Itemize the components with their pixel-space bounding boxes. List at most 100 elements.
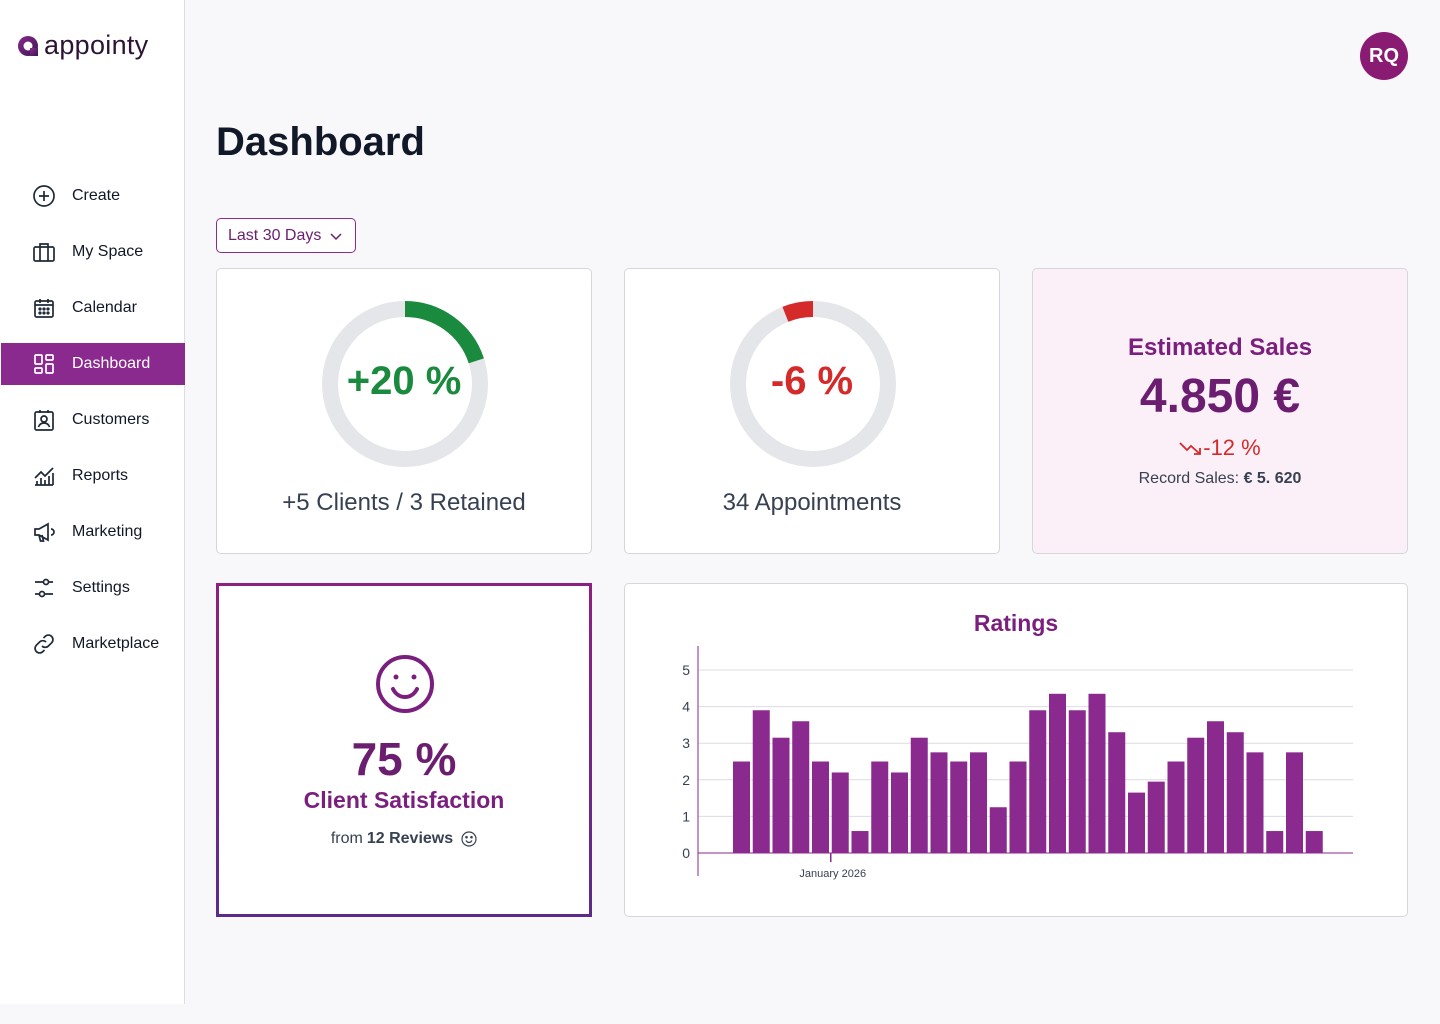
rating-bar bbox=[772, 737, 790, 853]
donut-arc bbox=[782, 301, 814, 322]
sidebar-item-marketing[interactable]: Marketing bbox=[0, 511, 185, 553]
satisfaction-card: 75 % Client Satisfaction from 12 Reviews bbox=[216, 583, 592, 917]
trend-down-icon bbox=[1179, 442, 1202, 455]
x-tick-label: January 2026 bbox=[799, 868, 866, 880]
plus-circle-icon bbox=[32, 184, 56, 208]
rating-bar bbox=[752, 710, 770, 853]
sidebar: appointy Create My Space Calendar Dashbo… bbox=[0, 0, 185, 1004]
link-icon bbox=[32, 632, 56, 656]
appointments-card: -6 % 34 Appointments bbox=[624, 268, 1000, 554]
rating-bar bbox=[1068, 710, 1086, 853]
app-name: appointy bbox=[44, 30, 149, 60]
clients-caption: +5 Clients / 3 Retained bbox=[282, 489, 526, 516]
sidebar-nav: Create My Space Calendar Dashboard Custo… bbox=[0, 175, 185, 679]
reviews-count: 12 Reviews bbox=[366, 830, 454, 847]
y-tick-label: 3 bbox=[682, 735, 690, 751]
sales-title: Estimated Sales bbox=[1127, 334, 1313, 361]
rating-bar bbox=[812, 761, 829, 853]
sales-record: Record Sales: € 5. 620 bbox=[1033, 470, 1407, 488]
rating-bar bbox=[1088, 693, 1106, 853]
clients-card: +20 % +5 Clients / 3 Retained bbox=[216, 268, 592, 554]
satisfaction-value: 75 % bbox=[351, 733, 457, 785]
rating-bar bbox=[989, 807, 1007, 853]
clients-percent: +20 % bbox=[346, 359, 462, 403]
y-tick-label: 1 bbox=[682, 808, 690, 824]
ratings-card: Ratings 0 1 2 3 4 5 January 2026 bbox=[624, 583, 1408, 917]
sidebar-item-create[interactable]: Create bbox=[0, 175, 185, 217]
sidebar-item-dashboard[interactable]: Dashboard bbox=[1, 343, 185, 385]
reviews-from-label: from bbox=[330, 830, 363, 847]
rating-bar bbox=[930, 752, 948, 853]
sidebar-item-settings[interactable]: Settings bbox=[0, 567, 185, 609]
rating-bar bbox=[1128, 792, 1145, 853]
record-value: € 5. 620 bbox=[1243, 470, 1302, 487]
app-logo[interactable]: appointy bbox=[16, 30, 148, 61]
megaphone-icon bbox=[32, 520, 56, 544]
y-tick-label: 5 bbox=[682, 662, 690, 678]
sidebar-item-label: Create bbox=[72, 187, 121, 204]
rating-bar bbox=[1108, 732, 1126, 853]
rating-bar bbox=[831, 772, 849, 853]
rating-bar bbox=[1049, 693, 1066, 853]
chart-title: Ratings bbox=[973, 610, 1059, 636]
ratings-chart: 0 1 2 3 4 5 January 2026 bbox=[682, 646, 1353, 880]
appointments-caption: 34 Appointments bbox=[722, 489, 902, 516]
appointments-percent: -6 % bbox=[770, 359, 854, 403]
clients-donut bbox=[322, 301, 488, 467]
appointments-donut bbox=[730, 301, 896, 467]
sales-card: Estimated Sales 4.850 € -12 % Record Sal… bbox=[1032, 268, 1408, 554]
sidebar-item-label: Customers bbox=[72, 411, 150, 428]
rating-bar bbox=[1286, 752, 1303, 853]
sidebar-item-my-space[interactable]: My Space bbox=[0, 231, 185, 273]
chart-icon bbox=[32, 464, 56, 488]
rating-bar bbox=[1187, 737, 1205, 853]
sidebar-item-label: Calendar bbox=[72, 299, 137, 316]
rating-bar bbox=[1226, 732, 1244, 853]
sidebar-item-calendar[interactable]: Calendar bbox=[0, 287, 185, 329]
rating-bar bbox=[733, 761, 750, 853]
calendar-icon bbox=[32, 296, 56, 320]
sidebar-item-customers[interactable]: Customers bbox=[0, 399, 185, 441]
sidebar-item-label: Reports bbox=[72, 467, 129, 484]
sidebar-item-label: Marketing bbox=[72, 523, 143, 540]
contact-icon bbox=[32, 408, 56, 432]
smile-icon bbox=[376, 655, 434, 713]
date-range-value: Last 30 Days bbox=[228, 226, 322, 244]
y-tick-label: 2 bbox=[682, 772, 690, 788]
sidebar-item-label: Marketplace bbox=[72, 635, 160, 652]
rating-bar bbox=[1246, 752, 1264, 853]
appointy-logo-icon bbox=[18, 35, 38, 56]
page-title: Dashboard bbox=[216, 120, 425, 164]
rating-bar bbox=[871, 761, 889, 853]
rating-bar bbox=[1266, 831, 1284, 853]
rating-bar bbox=[910, 737, 928, 853]
rating-bar bbox=[851, 831, 869, 853]
sales-value: 4.850 € bbox=[1139, 370, 1301, 423]
sidebar-item-label: My Space bbox=[72, 243, 144, 260]
rating-bar bbox=[950, 761, 968, 853]
sliders-icon bbox=[32, 576, 56, 600]
record-label: Record Sales: bbox=[1138, 470, 1240, 487]
date-range-select[interactable]: Last 30 Days bbox=[216, 218, 356, 253]
briefcase-icon bbox=[32, 240, 56, 264]
small-smile-icon bbox=[461, 831, 477, 847]
rating-bar bbox=[891, 772, 908, 853]
sidebar-item-reports[interactable]: Reports bbox=[0, 455, 185, 497]
rating-bar bbox=[792, 721, 810, 853]
user-avatar[interactable]: RQ bbox=[1360, 32, 1408, 80]
satisfaction-label: Client Satisfaction bbox=[303, 787, 505, 813]
rating-bar bbox=[1305, 831, 1323, 853]
sales-change: -12 % bbox=[1033, 435, 1407, 461]
rating-bar bbox=[1207, 721, 1224, 853]
rating-bar bbox=[1147, 781, 1165, 853]
chevron-down-icon bbox=[330, 233, 342, 241]
satisfaction-reviews: from 12 Reviews bbox=[219, 830, 589, 848]
sales-change-value: -12 % bbox=[1203, 435, 1261, 460]
y-tick-label: 4 bbox=[682, 699, 690, 715]
donut-arc bbox=[404, 301, 484, 364]
sidebar-item-marketplace[interactable]: Marketplace bbox=[0, 623, 185, 665]
rating-bar bbox=[1009, 761, 1027, 853]
rating-bar bbox=[970, 752, 987, 853]
rating-bar bbox=[1029, 710, 1047, 853]
sidebar-item-label: Settings bbox=[72, 579, 130, 596]
